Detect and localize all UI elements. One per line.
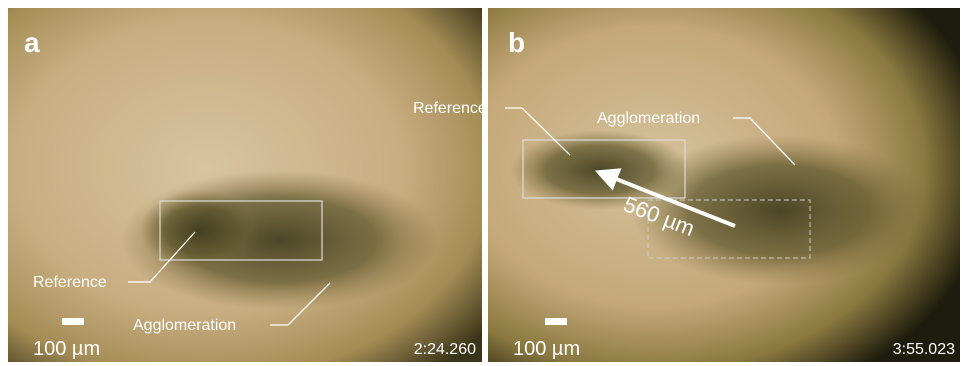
timestamp: 2:24.260 — [414, 341, 476, 358]
reference-box — [522, 139, 686, 199]
scale-bar — [62, 318, 84, 325]
reference-label: Reference — [33, 274, 107, 291]
leader-line — [270, 282, 331, 326]
panel-b: 560 µm b Reference Agglomeration 100 µm … — [413, 8, 960, 362]
agglomerate — [140, 190, 260, 270]
leader-line — [733, 117, 796, 166]
original-position-box — [647, 199, 811, 259]
scale-label: 100 µm — [33, 338, 100, 360]
agglomerate — [630, 135, 930, 285]
displacement-arrow — [594, 168, 736, 228]
panel-letter: a — [24, 27, 40, 58]
panel-letter: b — [508, 27, 525, 58]
leader-line — [128, 231, 196, 283]
leader-line — [505, 107, 571, 156]
reference-label: Reference — [413, 100, 487, 117]
timestamp: 3:55.023 — [893, 341, 955, 358]
reference-box — [159, 200, 323, 261]
scale-bar — [545, 318, 567, 325]
panel-a: a Reference Agglomeration 100 µm 2:24.26… — [8, 8, 482, 362]
agglomeration-label: Agglomeration — [133, 317, 236, 334]
agglomeration-label: Agglomeration — [597, 110, 700, 127]
scale-label: 100 µm — [513, 338, 580, 360]
